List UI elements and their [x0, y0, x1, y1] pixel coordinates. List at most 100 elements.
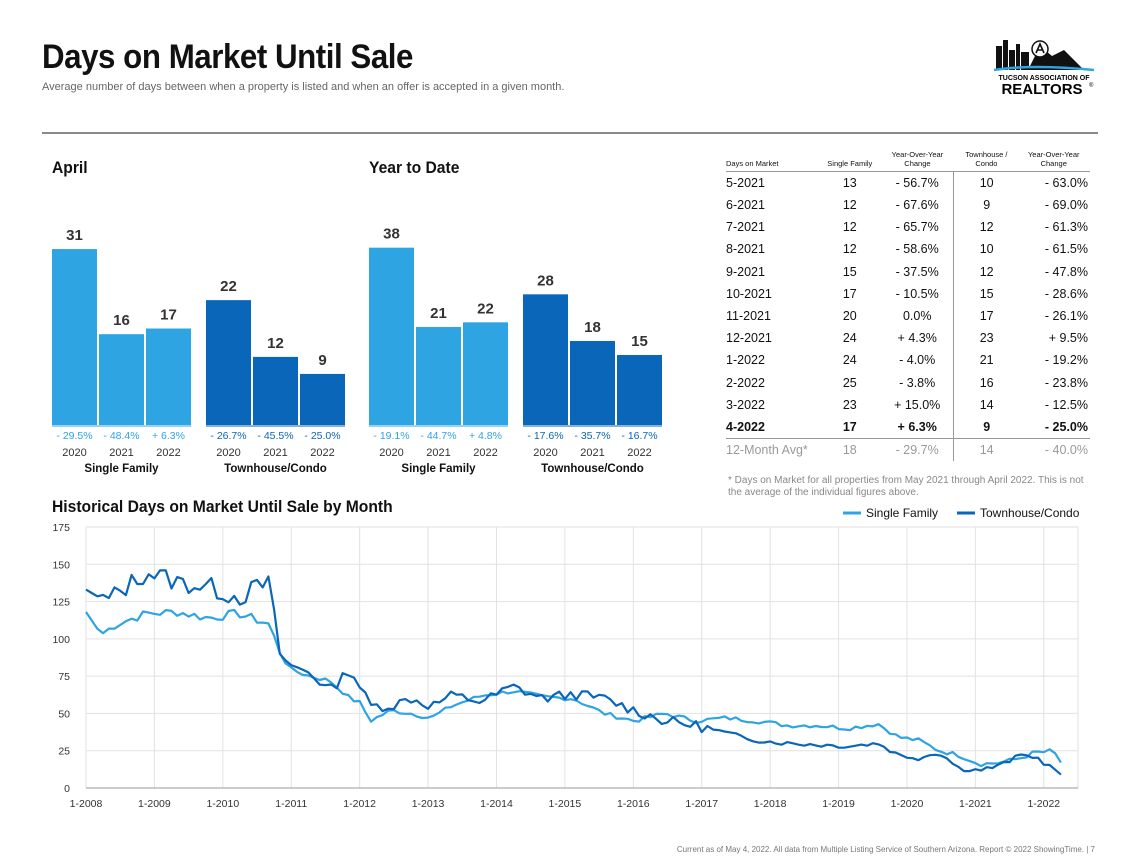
table-cell: 1-2022 — [726, 353, 765, 368]
april-title: April — [52, 158, 88, 177]
table-cell: 14 — [952, 393, 1020, 416]
ytd-title: Year to Date — [369, 158, 460, 177]
ytd-bar-0-1 — [416, 327, 461, 425]
april-group-label: Single Family — [84, 463, 159, 475]
logo-line2: REALTORS — [1001, 81, 1082, 98]
legend-single-family-label: Single Family — [866, 506, 938, 520]
table-cell: 8-2021 — [726, 242, 765, 257]
table-cell: - 25.0% — [1019, 415, 1090, 439]
x-tick-label: 1-2019 — [822, 798, 855, 810]
table-cell: 9 — [952, 193, 1020, 217]
x-tick-label: 1-2021 — [959, 798, 992, 810]
col-header-month: Days on Market — [726, 150, 819, 172]
ytd-change-label: - 19.1% — [373, 430, 409, 442]
table-cell: + 9.5% — [1048, 331, 1088, 346]
april-year-label: 2020 — [62, 447, 86, 459]
april-change-label: - 48.4% — [103, 430, 139, 442]
april-value-label: 12 — [267, 335, 284, 352]
table-row: 6-2021 12 - 67.6% 9 - 69.0% — [726, 193, 1090, 217]
days-on-market-table: Days on Market Single Family Year-Over-Y… — [726, 150, 1090, 462]
table-cell: 9-2021 — [726, 264, 765, 279]
table-cell: - 65.7% — [895, 220, 939, 235]
table-footnote: * Days on Market for all properties from… — [728, 475, 1084, 498]
april-value-label: 9 — [318, 352, 326, 369]
table-cell: 12 — [952, 216, 1020, 239]
table-cell: - 40.0% — [1044, 443, 1088, 458]
april-change-label: + 6.3% — [152, 430, 185, 442]
table-row: 3-2022 23 + 15.0% 14 - 12.5% — [726, 393, 1090, 416]
table-row: 8-2021 12 - 58.6% 10 - 61.5% — [726, 238, 1090, 261]
table-row: 5-2021 13 - 56.7% 10 - 63.0% — [726, 171, 1090, 194]
table-row: 12-2021 24 + 4.3% 23 + 9.5% — [726, 327, 1090, 350]
table-cell: 13 — [842, 175, 857, 190]
table-cell: - 10.5% — [895, 286, 939, 301]
table-average-row: 12-Month Avg* 18 - 29.7% 14 - 40.0% — [726, 438, 1090, 462]
table-row: 4-2022 17 + 6.3% 9- 25.0% — [726, 415, 1090, 439]
table-cell: - 61.3% — [1044, 220, 1088, 235]
table-cell: 16 — [952, 371, 1020, 394]
table-cell: - 63.0% — [1044, 175, 1088, 190]
april-bar-1-1 — [253, 356, 298, 425]
ytd-bar-chart: 38 - 19.1% 2020 21 - 44.7% 2021 22 + 4.8% 2022 Si… — [369, 226, 662, 475]
table-cell: - 28.6% — [1044, 286, 1088, 301]
ytd-year-label: 2020 — [533, 447, 557, 459]
x-tick-label: 1-2011 — [275, 798, 307, 810]
table-cell: - 37.5% — [895, 264, 939, 279]
ytd-change-label: - 35.7% — [574, 430, 610, 442]
april-value-label: 31 — [66, 227, 83, 244]
april-bar-0-0 — [52, 249, 97, 425]
ytd-year-label: 2022 — [473, 447, 497, 459]
table-cell: 10-2021 — [726, 286, 772, 301]
table-cell: 25 — [842, 375, 857, 390]
april-year-label: 2021 — [263, 447, 287, 459]
ytd-bar-0-0 — [369, 247, 414, 425]
page-footer: Current as of May 4, 2022. All data from… — [676, 845, 1095, 854]
table-cell: 12 — [842, 198, 857, 213]
ytd-year-label: 2021 — [426, 447, 450, 459]
y-tick-label: 150 — [52, 559, 70, 571]
skyline-icon — [993, 40, 1095, 72]
table-cell: + 4.3% — [897, 331, 937, 346]
april-change-label: - 26.7% — [210, 430, 246, 442]
table-header-row: Days on Market Single Family Year-Over-Y… — [726, 150, 1090, 172]
logo-registered-mark: ® — [1089, 82, 1094, 89]
table-cell: - 47.8% — [1044, 264, 1088, 279]
x-tick-label: 1-2018 — [754, 798, 787, 810]
table-cell: 17 — [952, 304, 1020, 328]
historical-title: Historical Days on Market Until Sale by … — [52, 497, 393, 516]
townhouse-series-line — [85, 569, 1062, 776]
x-tick-label: 1-2012 — [343, 798, 376, 810]
historical-line-chart: 0 25 50 75 100 125 150 175 1-2008 1-2009 1-2010 1-2… — [52, 506, 1079, 810]
y-tick-label: 0 — [64, 783, 70, 795]
tucson-realtors-logo: TUCSON ASSOCIATION OF REALTORS ® — [993, 40, 1095, 98]
table-cell: 21 — [952, 349, 1020, 372]
table-cell: - 67.6% — [895, 198, 939, 213]
ytd-value-label: 15 — [631, 333, 648, 350]
table-cell: - 23.8% — [1044, 375, 1088, 390]
x-tick-label: 1-2013 — [412, 798, 445, 810]
table-cell: 12 — [842, 220, 857, 235]
ytd-year-label: 2020 — [379, 447, 403, 459]
page-title: Days on Market Until Sale — [42, 38, 413, 76]
ytd-group-label: Townhouse/Condo — [541, 463, 644, 475]
y-tick-label: 50 — [58, 708, 70, 720]
x-tick-label: 1-2016 — [617, 798, 650, 810]
table-cell: - 61.5% — [1044, 242, 1088, 257]
april-year-label: 2022 — [156, 447, 180, 459]
april-bar-0-2 — [146, 328, 191, 425]
ytd-value-label: 38 — [383, 226, 400, 243]
ytd-change-label: - 16.7% — [621, 430, 657, 442]
table-cell: 15 — [952, 282, 1020, 305]
table-cell: 2-2022 — [726, 375, 765, 390]
april-value-label: 17 — [160, 307, 177, 324]
table-cell: 24 — [842, 353, 857, 368]
april-group-label: Townhouse/Condo — [224, 463, 327, 475]
ytd-value-label: 28 — [537, 272, 554, 289]
ytd-year-label: 2021 — [580, 447, 604, 459]
table-cell: + 15.0% — [894, 397, 941, 412]
table-cell: 4-2022 — [726, 415, 819, 439]
april-bar-1-2 — [300, 373, 345, 425]
table-cell: 18 — [842, 443, 857, 458]
table-row: 9-2021 15 - 37.5% 12 - 47.8% — [726, 260, 1090, 283]
table-cell: 24 — [842, 331, 857, 346]
